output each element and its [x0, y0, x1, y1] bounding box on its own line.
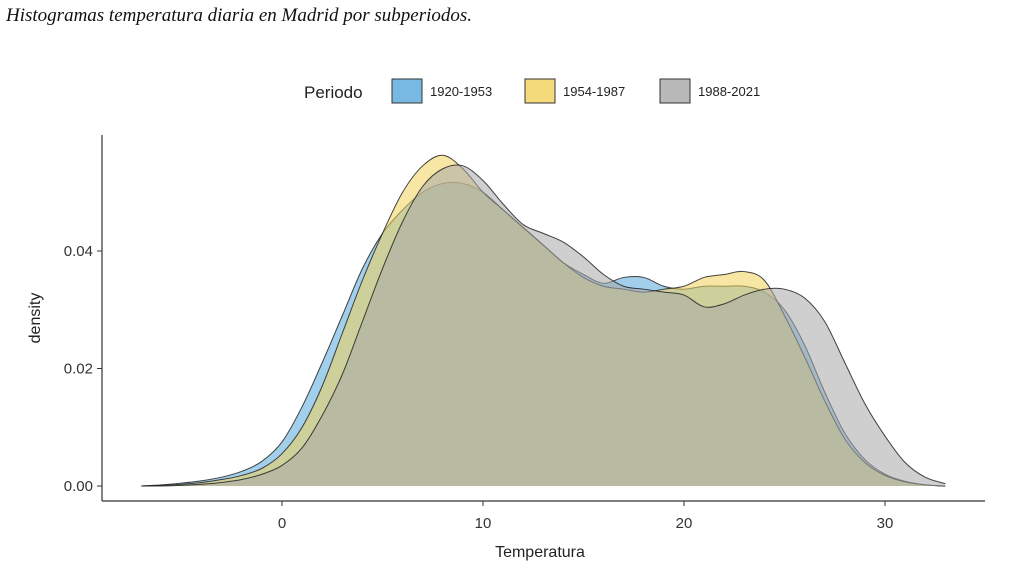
legend: Periodo 1920-1953 1954-1987 1988-2021: [304, 78, 760, 104]
chart-title: Histogramas temperatura diaria en Madrid…: [6, 5, 473, 26]
y-tick-label: 0.02: [64, 361, 93, 378]
legend-label: 1920-1953: [430, 84, 492, 99]
x-tick-label: 30: [877, 515, 894, 532]
y-tick-label: 0.04: [64, 243, 93, 260]
legend-label: 1988-2021: [698, 84, 760, 99]
x-tick-label: 20: [676, 515, 693, 532]
density-areas: [141, 154, 946, 487]
y-tick-label: 0.00: [64, 478, 93, 495]
axis-ticks: 0 10 20 30 0.00 0.02 0.04: [64, 243, 894, 532]
density-line-1988-2021: [141, 164, 946, 487]
density-area-1988-2021: [141, 164, 946, 486]
legend-swatch-1954-1987: [524, 78, 556, 104]
legend-swatch-1920-1953: [391, 78, 423, 104]
x-tick-label: 10: [475, 515, 492, 532]
legend-label: 1954-1987: [563, 84, 625, 99]
legend-swatch-1988-2021: [659, 78, 691, 104]
x-axis-label: Temperatura: [495, 544, 585, 561]
legend-title: Periodo: [304, 83, 363, 102]
y-axis-label: density: [27, 293, 44, 344]
x-tick-label: 0: [278, 515, 286, 532]
